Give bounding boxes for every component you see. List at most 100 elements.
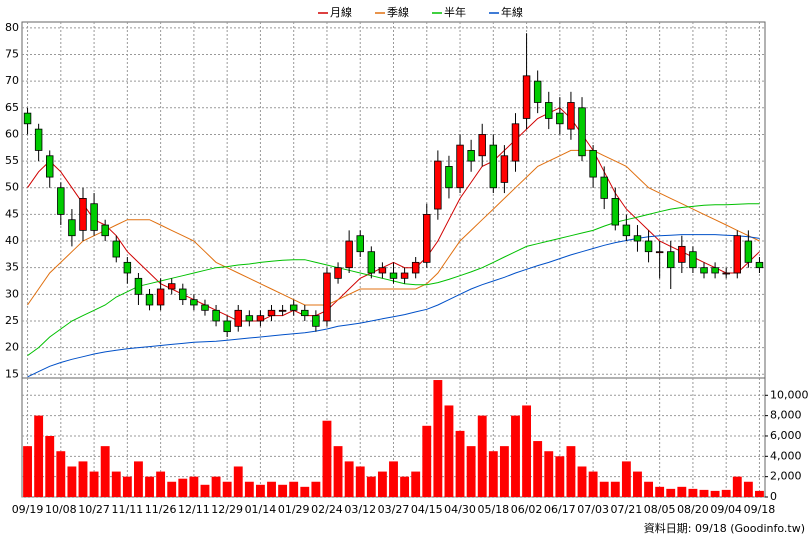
candle-body — [134, 277, 143, 295]
candle-body — [733, 235, 742, 274]
candle-body — [655, 251, 664, 254]
volume-bar — [644, 481, 653, 497]
volume-bar — [400, 476, 410, 497]
x-tick-label: 09/04 — [710, 503, 742, 516]
candle-body — [367, 251, 376, 274]
candle-body — [622, 224, 631, 237]
volume-bar — [488, 451, 498, 497]
legend-label: 季線 — [387, 5, 409, 19]
candle-body — [434, 160, 442, 210]
candle-body — [312, 315, 320, 327]
x-tick-label: 07/03 — [577, 503, 609, 516]
volume-bar — [67, 466, 77, 497]
candle-body — [223, 320, 231, 333]
candle-body — [744, 240, 753, 263]
x-tick-label: 08/20 — [677, 503, 709, 516]
candle-body — [201, 304, 209, 311]
y-tick-label: 70 — [5, 74, 19, 87]
volume-bar — [344, 461, 354, 497]
candle-body — [500, 155, 509, 183]
candle-body — [301, 309, 309, 317]
candle-body — [68, 219, 76, 237]
volume-bar — [411, 471, 421, 497]
candle-body — [323, 272, 331, 322]
candle-body — [190, 299, 198, 306]
candle-body — [533, 80, 542, 103]
candle-body — [23, 112, 32, 125]
volume-bar — [566, 446, 576, 497]
volume-bar — [688, 488, 698, 497]
volume-bar — [189, 476, 199, 497]
volume-bar — [588, 471, 598, 497]
y-tick-label: 40 — [5, 234, 19, 247]
volume-bar — [333, 446, 343, 497]
volume-bar — [200, 484, 210, 497]
volume-bar — [577, 466, 587, 497]
legend-label: 半年 — [444, 5, 466, 19]
volume-bar — [389, 461, 398, 497]
volume-bar — [111, 471, 121, 497]
candle-body — [511, 123, 520, 162]
candle-body — [112, 240, 120, 258]
volume-bar — [222, 481, 232, 497]
candle-body — [578, 107, 586, 157]
volume-bar — [145, 476, 154, 497]
candle-body — [245, 315, 254, 322]
y-tick-label: 60 — [5, 127, 19, 140]
y-tick-label: 55 — [5, 154, 19, 167]
volume-bar — [466, 446, 476, 497]
candle-body — [600, 176, 608, 199]
source-note: 資料日期: 09/18 (Goodinfo.tw) — [644, 521, 805, 535]
volume-bar — [710, 490, 720, 497]
volume-bar — [122, 476, 132, 497]
volume-bar — [699, 489, 709, 497]
volume-bar — [278, 484, 288, 497]
volume-bar — [366, 476, 376, 497]
candle-body — [256, 315, 265, 322]
volume-bar — [533, 441, 543, 497]
x-tick-label: 12/11 — [178, 503, 210, 516]
x-tick-label: 08/05 — [644, 503, 676, 516]
volume-bar — [621, 461, 631, 497]
volume-bar — [455, 430, 465, 497]
x-tick-label: 10/27 — [78, 503, 110, 516]
candle-body — [45, 155, 54, 178]
candle-body — [179, 288, 187, 301]
candle-body — [567, 102, 575, 130]
candle-body — [389, 272, 398, 279]
y-tick-label: 50 — [5, 181, 19, 194]
x-tick-label: 06/17 — [544, 503, 576, 516]
volume-bar — [289, 481, 299, 497]
candle-body — [545, 102, 553, 119]
x-tick-label: 11/11 — [111, 503, 143, 516]
volume-bar — [511, 415, 520, 497]
candle-body — [356, 235, 364, 253]
candle-body — [278, 309, 287, 312]
y2-tick-label: 8,000 — [770, 409, 802, 422]
x-tick-label: 03/27 — [378, 503, 410, 516]
volume-bar — [477, 415, 487, 497]
volume-bar — [499, 446, 509, 497]
volume-bar — [89, 471, 99, 497]
volume-bar — [755, 490, 764, 497]
volume-bar — [555, 456, 565, 497]
volume-bar — [244, 481, 254, 497]
x-tick-label: 06/02 — [511, 503, 543, 516]
candle-body — [711, 267, 719, 274]
volume-bar — [610, 481, 620, 497]
volume-bar — [633, 471, 642, 497]
x-tick-label: 11/26 — [145, 503, 177, 516]
volume-bar — [255, 484, 265, 497]
candle-body — [467, 150, 475, 162]
candle-body — [400, 272, 409, 279]
y-tick-label: 30 — [5, 287, 19, 300]
candle-body — [633, 235, 642, 242]
legend-label: 月線 — [330, 5, 352, 19]
volume-bar — [23, 446, 32, 497]
volume-bar — [100, 446, 110, 497]
volume-bar — [355, 466, 365, 497]
x-tick-label: 01/14 — [245, 503, 277, 516]
candle-body — [589, 150, 597, 178]
y-tick-label: 45 — [5, 207, 19, 220]
candle-body — [79, 198, 87, 231]
